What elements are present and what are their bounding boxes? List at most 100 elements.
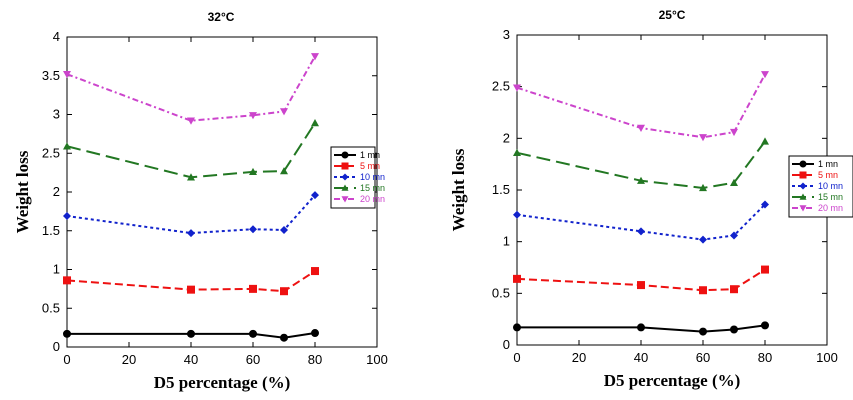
data-point <box>311 119 319 127</box>
x-tick-label: 0 <box>63 352 70 367</box>
x-tick-label: 20 <box>572 350 586 365</box>
legend-label: 1 mn <box>360 150 380 160</box>
data-point <box>637 176 645 184</box>
legend-marker <box>341 151 349 159</box>
legend-label: 5 mn <box>818 170 838 180</box>
data-point <box>699 327 707 336</box>
y-axis-label: Weight loss <box>13 150 32 233</box>
data-point <box>249 284 257 293</box>
series-1 <box>513 321 769 336</box>
x-tick-label: 100 <box>366 352 388 367</box>
data-point <box>761 321 769 330</box>
data-point <box>637 323 645 332</box>
y-tick-label: 2.5 <box>492 79 510 94</box>
data-point <box>761 137 769 145</box>
chart-2: 25°C 0 20 40 60 80 100 0 0.5 1 1.5 2 2.5 3 D5 percenta… <box>449 8 853 390</box>
series-5 <box>63 53 319 125</box>
data-point <box>63 71 71 79</box>
data-point <box>699 235 707 244</box>
y-tick-label: 2 <box>53 184 60 199</box>
series-3 <box>513 200 769 244</box>
data-point <box>761 265 769 274</box>
x-tick-label: 80 <box>308 352 322 367</box>
y-tick-label: 0 <box>503 337 510 352</box>
data-point <box>730 285 738 294</box>
legend-marker <box>799 193 807 200</box>
y-tick-label: 0.5 <box>492 285 510 300</box>
x-tick-label: 20 <box>122 352 136 367</box>
series-2 <box>513 265 769 295</box>
series-line <box>66 194 316 235</box>
data-point <box>249 112 257 120</box>
data-point <box>280 167 288 175</box>
legend-marker <box>341 162 349 170</box>
legend-marker <box>341 173 349 181</box>
data-point <box>730 325 738 334</box>
x-tick-label: 80 <box>758 350 772 365</box>
chart-title: 25°C <box>659 8 686 22</box>
legend-label: 20 mn <box>360 194 385 204</box>
x-tick-label: 40 <box>634 350 648 365</box>
data-point <box>730 128 738 137</box>
chart-1: 32°C 0 20 40 60 80 100 0 0.5 1 1.5 2 2.5 3 3.5 4 D5 perc… <box>13 10 388 392</box>
data-point <box>513 323 521 332</box>
y-tick-label: 2.5 <box>42 145 60 160</box>
data-point <box>513 84 521 92</box>
data-point <box>637 124 645 132</box>
data-point <box>249 167 257 176</box>
data-point <box>699 134 707 142</box>
data-point <box>761 200 769 209</box>
legend-marker <box>799 205 807 212</box>
data-point <box>513 274 521 283</box>
data-point <box>63 142 71 150</box>
x-tick-label: 0 <box>513 350 520 365</box>
y-tick-label: 0.5 <box>42 300 60 315</box>
data-point <box>730 231 738 240</box>
series-line <box>66 122 316 179</box>
y-tick-label: 1.5 <box>492 182 510 197</box>
legend-label: 10 mn <box>818 181 843 191</box>
data-point <box>513 210 521 219</box>
y-tick-label: 4 <box>53 29 60 44</box>
y-tick-label: 1.5 <box>42 223 60 238</box>
plot-frame <box>516 34 828 346</box>
data-point <box>280 333 288 342</box>
series-2 <box>63 267 319 296</box>
data-point <box>249 225 257 234</box>
data-point <box>187 329 195 338</box>
x-tick-label: 60 <box>246 352 260 367</box>
y-tick-label: 3.5 <box>42 68 60 83</box>
data-point <box>187 173 195 181</box>
data-point <box>761 71 769 79</box>
legend-marker <box>799 182 807 190</box>
legend-marker <box>799 171 807 179</box>
series-5 <box>513 71 769 142</box>
data-point <box>311 191 319 200</box>
y-tick-label: 3 <box>503 27 510 42</box>
data-point <box>311 267 319 276</box>
legend-label: 10 mn <box>360 172 385 182</box>
data-point <box>699 183 707 192</box>
y-tick-label: 1 <box>53 262 60 277</box>
series-4 <box>63 119 319 181</box>
data-point <box>513 148 521 156</box>
y-tick-label: 1 <box>503 234 510 249</box>
y-axis-label: Weight loss <box>449 148 468 231</box>
series-line <box>516 73 766 139</box>
series-line <box>66 55 316 122</box>
data-point <box>311 53 319 61</box>
legend-label: 1 mn <box>818 159 838 169</box>
data-point <box>187 285 195 294</box>
data-point <box>699 286 707 295</box>
data-point <box>280 225 288 234</box>
legend-label: 20 mn <box>818 203 843 213</box>
data-point <box>730 178 738 186</box>
x-tick-label: 100 <box>816 350 838 365</box>
y-tick-label: 2 <box>503 130 510 145</box>
data-point <box>63 212 71 221</box>
x-axis-label: D5 percentage (%) <box>154 373 291 392</box>
y-tick-label: 3 <box>53 107 60 122</box>
